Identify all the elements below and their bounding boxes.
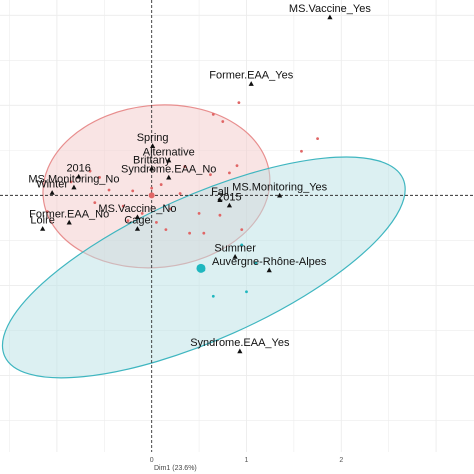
point-group1 — [183, 165, 187, 168]
point-group2 — [245, 290, 248, 294]
variable-marker — [232, 254, 238, 259]
variable-marker — [166, 157, 172, 163]
point-group1 — [93, 201, 97, 204]
x-tick-label: 1 — [245, 457, 249, 464]
individual-points — [46, 101, 319, 298]
variable-marker — [226, 202, 233, 208]
point-group1 — [188, 231, 192, 235]
point-group1 — [131, 189, 135, 193]
point-group1 — [159, 183, 163, 186]
point-group1 — [316, 137, 319, 141]
point-group1 — [121, 204, 125, 208]
point-group1 — [164, 228, 168, 232]
point-group1 — [240, 228, 244, 232]
variable-label: MS.Vaccine_No — [98, 203, 176, 215]
variable-marker — [277, 192, 283, 198]
variable-label: Alternative — [143, 146, 195, 158]
variable-label: MS.Vaccine_Yes — [289, 3, 371, 15]
x-tick-label: 0 — [150, 457, 154, 464]
variable-label: Cage — [124, 215, 150, 227]
variable-label: 2015 — [217, 191, 241, 203]
variable-label: MS.Monitoring_Yes — [232, 181, 327, 193]
variable-label: Winter — [36, 179, 68, 191]
variable-marker — [237, 348, 243, 354]
variable-marker — [327, 14, 333, 20]
x-axis-ticks: 0 1 2 — [150, 457, 344, 464]
variable-marker — [166, 174, 172, 180]
variable-label: Summer — [214, 243, 256, 255]
point-group1 — [126, 219, 130, 222]
variable-marker — [40, 226, 46, 231]
point-group1 — [88, 169, 92, 173]
variable-marker — [66, 219, 72, 225]
point-group1 — [150, 186, 154, 190]
point-group1 — [169, 207, 173, 211]
variable-label: Brittany — [133, 154, 171, 166]
variable-label: MS.Monitoring_No — [28, 173, 119, 185]
point-group1 — [140, 211, 144, 215]
point-group2 — [254, 261, 258, 265]
variable-marker — [134, 214, 141, 220]
point-group1 — [221, 120, 225, 123]
point-group1 — [178, 192, 182, 195]
variable-marker — [266, 267, 272, 273]
variable-label: Syndrome.EAA_No — [121, 163, 216, 175]
point-group1 — [197, 211, 201, 215]
point-group1 — [228, 171, 231, 175]
point-group1 — [218, 213, 222, 217]
point-group1 — [98, 175, 101, 179]
x-tick-label: 2 — [339, 457, 343, 464]
point-group1 — [202, 231, 206, 235]
variable-marker — [76, 173, 82, 179]
point-group1 — [211, 112, 215, 116]
point-group1 — [46, 210, 49, 213]
zero-reference-lines — [0, 0, 474, 452]
point-group1 — [69, 180, 73, 184]
x-axis-title: Dim1 (23.6%) — [154, 465, 197, 472]
variable-label: 2016 — [66, 162, 90, 174]
variable-label: Spring — [137, 132, 169, 144]
variable-marker — [217, 197, 223, 202]
point-group1 — [209, 173, 212, 177]
variable-marker — [150, 143, 156, 148]
variable-label: Former.EAA_No — [29, 208, 109, 220]
variable-label: Auvergne-Rhône-Alpes — [212, 256, 327, 268]
variable-marker — [149, 165, 155, 171]
point-group1 — [300, 149, 303, 153]
variable-label: Former.EAA_Yes — [209, 70, 293, 82]
centroid-group2 — [196, 263, 206, 273]
point-group2 — [211, 294, 215, 298]
variable-marker — [71, 184, 77, 190]
variable-label: Fall — [211, 186, 229, 198]
variable-label: Syndrome.EAA_Yes — [190, 337, 290, 349]
point-group1 — [235, 164, 239, 168]
point-group2 — [240, 243, 244, 247]
variable-marker — [49, 190, 55, 195]
variable-labels: MS.Vaccine_Yes Former.EAA_Yes Spring Britta… — [28, 3, 371, 354]
point-group1 — [237, 101, 241, 105]
point-group1 — [107, 188, 111, 192]
variable-marker — [248, 81, 254, 86]
variable-marker — [134, 226, 141, 231]
centroid-group1 — [148, 192, 155, 199]
point-group1 — [155, 220, 158, 224]
variable-label: Loire — [30, 215, 54, 227]
